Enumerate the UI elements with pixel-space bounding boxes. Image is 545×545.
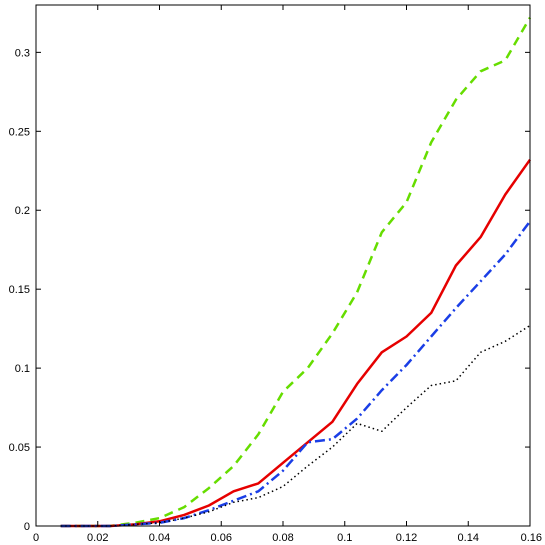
x-tick-label: 0.12 [396, 532, 417, 544]
x-tick-label: 0.14 [458, 532, 479, 544]
ticks-layer: 0 0.02 0.04 0.06 0.08 0.1 0.12 0.14 0.16 0 0.05 0.1… [9, 5, 542, 544]
x-tick-label: 0.1 [337, 532, 352, 544]
y-tick-label: 0.15 [9, 284, 30, 296]
y-tick-label: 0.25 [9, 126, 30, 138]
y-tick-label: 0.2 [15, 205, 30, 217]
series-line-solid [60, 158, 532, 528]
x-tick-label: 0.16 [521, 532, 542, 544]
x-tick-label: 0 [33, 532, 39, 544]
x-tick-label: 0.02 [87, 532, 108, 544]
y-tick-label: 0.1 [15, 363, 30, 375]
x-tick-label: 0.08 [272, 532, 293, 544]
series-layer [60, 16, 532, 528]
series-line-dashed [60, 16, 532, 528]
x-tick-label: 0.06 [211, 532, 232, 544]
y-tick-label: 0.3 [15, 47, 30, 59]
series-line-dashdot [60, 220, 532, 528]
x-tick-label: 0.04 [149, 532, 170, 544]
y-tick-label: 0 [24, 521, 30, 533]
y-tick-label: 0.05 [9, 442, 30, 454]
series-line-dotted [60, 324, 531, 527]
